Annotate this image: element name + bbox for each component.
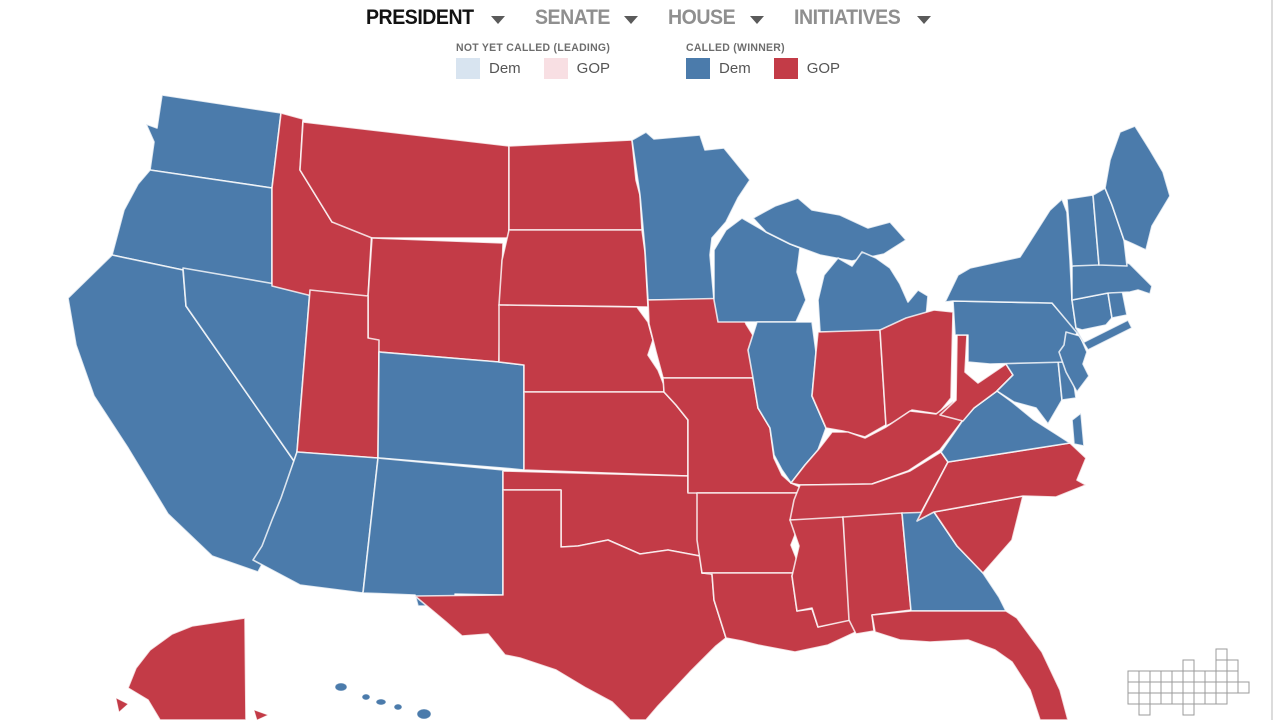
tab-president[interactable]: PRESIDENT (366, 6, 505, 30)
swatch-dem-leading (456, 58, 480, 79)
swatch-gop-called (773, 58, 798, 79)
state-new-mexico[interactable] (362, 457, 504, 607)
hawaii-oahu[interactable] (361, 693, 371, 701)
chevron-down-icon (916, 15, 931, 24)
state-nebraska[interactable] (498, 304, 665, 393)
tab-president-label: PRESIDENT (366, 6, 474, 29)
state-florida[interactable] (871, 610, 1069, 721)
state-michigan-lower[interactable] (817, 251, 929, 335)
legend-label-dem-leading: Dem (489, 60, 521, 77)
state-alaska[interactable] (127, 617, 247, 721)
legend-title-not-called: NOT YET CALLED (LEADING) (456, 42, 611, 54)
state-michigan-upper[interactable] (752, 197, 907, 262)
alaska-island[interactable] (253, 709, 269, 721)
state-colorado[interactable] (377, 351, 525, 471)
state-utah[interactable] (296, 289, 380, 459)
hawaii-maui[interactable] (393, 703, 403, 711)
state-texas[interactable] (414, 489, 727, 721)
tab-house[interactable]: HOUSE (668, 6, 764, 30)
swatch-dem-called (686, 58, 711, 79)
legend-label-gop-called: GOP (806, 60, 841, 77)
tab-initiatives-label: INITIATIVES (793, 6, 901, 29)
swatch-gop-leading (543, 58, 568, 79)
state-montana[interactable] (299, 121, 510, 239)
tab-senate[interactable]: SENATE (535, 6, 639, 30)
chevron-down-icon (624, 15, 639, 24)
state-south-dakota[interactable] (498, 229, 649, 308)
legend-label-gop-leading: GOP (576, 60, 611, 77)
state-north-dakota[interactable] (508, 139, 643, 231)
alaska-island[interactable] (115, 697, 129, 713)
state-kansas[interactable] (523, 391, 689, 477)
tab-senate-label: SENATE (534, 6, 610, 29)
hawaii-kauai[interactable] (334, 682, 348, 692)
state-wyoming[interactable] (367, 237, 504, 363)
chevron-down-icon (749, 15, 764, 24)
legend-called: CALLED (WINNER) Dem GOP (686, 42, 854, 79)
state-minnesota[interactable] (631, 131, 751, 301)
tab-house-label: HOUSE (668, 6, 736, 29)
page-edge-divider (1271, 0, 1273, 720)
chevron-down-icon (490, 15, 505, 24)
state-virginia-eastern-shore[interactable] (1071, 412, 1085, 447)
legend-label-dem-called: Dem (719, 60, 751, 77)
tab-initiatives[interactable]: INITIATIVES (794, 6, 931, 30)
top-navigation: PRESIDENT SENATE HOUSE INITIATIVES (366, 6, 931, 30)
cartogram-toggle-icon[interactable] (1124, 648, 1258, 718)
state-maine[interactable] (1104, 125, 1171, 251)
hawaii-big-island[interactable] (416, 708, 432, 720)
map-legend: NOT YET CALLED (LEADING) Dem GOP CALLED … (456, 42, 854, 79)
hawaii-molokai[interactable] (375, 698, 387, 706)
state-wisconsin[interactable] (713, 217, 807, 323)
legend-not-yet-called: NOT YET CALLED (LEADING) Dem GOP (456, 42, 624, 79)
state-mississippi[interactable] (789, 516, 852, 628)
state-arkansas[interactable] (696, 492, 802, 574)
state-rhode-island[interactable] (1107, 289, 1128, 319)
state-indiana[interactable] (811, 329, 887, 438)
legend-title-called: CALLED (WINNER) (686, 42, 785, 54)
state-north-carolina[interactable] (916, 442, 1087, 522)
state-west-virginia[interactable] (939, 334, 1014, 422)
